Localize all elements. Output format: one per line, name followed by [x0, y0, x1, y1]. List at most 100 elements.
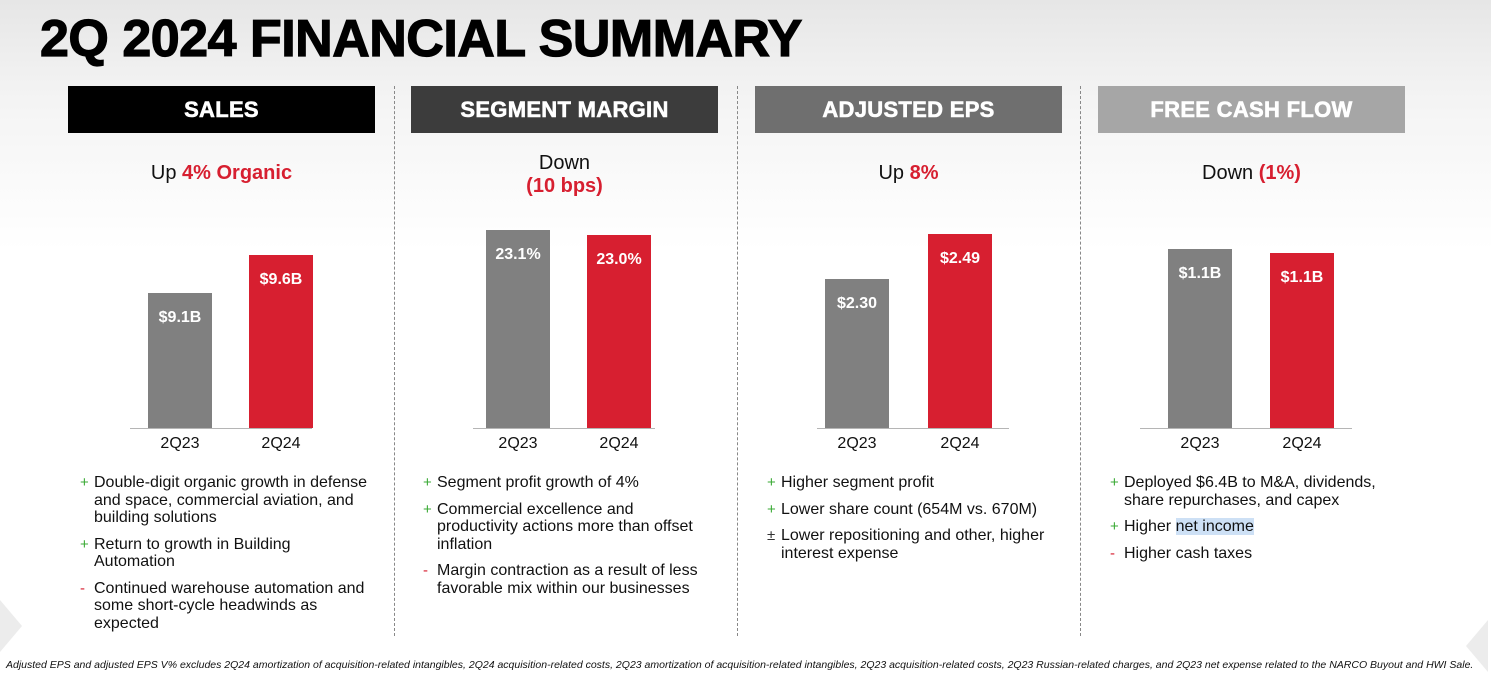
bar-value-label: 23.1%: [495, 246, 541, 263]
plus-icon: +: [767, 500, 776, 518]
page-title: 2Q 2024 FINANCIAL SUMMARY: [39, 9, 803, 68]
decorative-chevron: [1466, 620, 1488, 672]
x-tick-label: 2Q24: [1282, 435, 1322, 452]
sales-column: SALES Up 4% Organic $9.1B $9.6B 2Q23 2Q2…: [68, 86, 375, 638]
x-tick-label: 2Q24: [261, 435, 301, 452]
bullet-text: Lower share count (654M vs. 670M): [781, 500, 1038, 518]
plus-minus-icon: ±: [767, 527, 776, 544]
list-item: - Margin contraction as a result of less …: [423, 562, 715, 597]
column-divider: [737, 86, 738, 636]
headline-highlight: 8%: [909, 162, 939, 184]
list-item: + Double-digit organic growth in defense …: [80, 474, 372, 527]
list-item: + Segment profit growth of 4%: [423, 474, 715, 492]
headline-highlight: 4% Organic: [182, 162, 293, 184]
x-tick-label: 2Q24: [940, 435, 980, 452]
x-tick-label: 2Q24: [599, 435, 639, 452]
sales-headline: Up 4% Organic: [68, 162, 375, 185]
adjusted-eps-header: ADJUSTED EPS: [755, 86, 1062, 133]
list-item: - Higher cash taxes: [1110, 545, 1402, 563]
bar-2q23: $2.30: [825, 279, 889, 428]
plus-icon: +: [423, 500, 432, 518]
list-item: + Lower share count (654M vs. 670M): [767, 501, 1059, 519]
bullet-text: Commercial excellence and productivity a…: [437, 500, 693, 553]
bar-2q24: $2.49: [928, 234, 992, 428]
adjusted-eps-headline: Up 8%: [755, 162, 1062, 185]
chart-axis: [817, 428, 1009, 429]
segment-margin-column: SEGMENT MARGIN Down (10 bps) 23.1% 23.0%…: [411, 86, 718, 638]
bullet-text: Deployed $6.4B to M&A, dividends, share …: [1124, 474, 1376, 509]
chart-axis: [473, 428, 655, 429]
plus-icon: +: [1110, 474, 1119, 491]
bar-2q23: $1.1B: [1168, 249, 1232, 428]
bullet-text: Higher cash taxes: [1124, 544, 1253, 562]
column-divider: [394, 86, 395, 636]
bullet-text: Continued warehouse automation and some …: [94, 579, 365, 632]
list-item: + Deployed $6.4B to M&A, dividends, share…: [1110, 474, 1402, 509]
bar-2q23: $9.1B: [148, 293, 212, 428]
bar-value-label: 23.0%: [596, 251, 642, 268]
bar-2q24: 23.0%: [587, 235, 651, 428]
x-tick-label: 2Q23: [498, 435, 538, 452]
bullet-text: Higher: [1124, 518, 1176, 535]
bar-value-label: $2.49: [939, 250, 981, 267]
plus-icon: +: [80, 535, 89, 553]
bullet-text: Segment profit growth of 4%: [437, 474, 639, 491]
bar-2q24: $9.6B: [249, 255, 313, 428]
headline-prefix: Down: [1202, 162, 1259, 184]
headline-prefix: Up: [878, 162, 910, 184]
headline-highlight: (10 bps): [526, 175, 603, 197]
highlighted-text: net income: [1175, 518, 1254, 535]
sales-header: SALES: [68, 86, 375, 133]
plus-icon: +: [80, 474, 89, 491]
bar-2q23: 23.1%: [486, 230, 550, 428]
bullet-text: Lower repositioning and other, higher in…: [781, 527, 1045, 562]
plus-icon: +: [423, 474, 432, 491]
column-divider: [1080, 86, 1081, 636]
minus-icon: -: [423, 562, 428, 579]
x-tick-label: 2Q23: [837, 435, 877, 452]
bar-value-label: $2.30: [836, 295, 878, 312]
list-item: - Continued warehouse automation and some…: [80, 580, 372, 633]
segment-margin-headline: Down (10 bps): [411, 152, 718, 198]
bar-value-label: $9.1B: [158, 309, 202, 326]
adjusted-eps-header-label: ADJUSTED EPS: [822, 96, 995, 122]
adjusted-eps-column: ADJUSTED EPS Up 8% $2.30 $2.49 2Q23 2Q24…: [755, 86, 1062, 638]
segment-margin-header-label: SEGMENT MARGIN: [460, 96, 669, 122]
list-item: + Return to growth in Building Automation: [80, 536, 372, 571]
bar-value-label: $1.1B: [1280, 269, 1324, 286]
headline-highlight: (1%): [1258, 162, 1301, 184]
sales-header-label: SALES: [184, 96, 259, 122]
x-tick-label: 2Q23: [160, 435, 200, 452]
chart-axis: [130, 428, 312, 429]
decorative-chevron: [0, 600, 22, 652]
segment-margin-header: SEGMENT MARGIN: [411, 86, 718, 133]
bar-2q24: $1.1B: [1270, 253, 1334, 428]
bar-value-label: $9.6B: [259, 271, 303, 288]
headline-prefix: Up: [150, 162, 183, 184]
plus-icon: +: [1110, 518, 1119, 535]
minus-icon: -: [80, 579, 85, 597]
free-cash-flow-header: FREE CASH FLOW: [1098, 86, 1405, 133]
free-cash-flow-headline: Down (1%): [1098, 162, 1405, 185]
list-item: ± Lower repositioning and other, higher i…: [767, 527, 1059, 562]
sales-bullets: + Double-digit organic growth in defense …: [80, 474, 372, 641]
free-cash-flow-bullets: + Deployed $6.4B to M&A, dividends, share…: [1110, 474, 1402, 571]
adjusted-eps-bullets: + Higher segment profit + Lower share coun…: [767, 474, 1059, 571]
bar-value-label: $1.1B: [1178, 265, 1222, 282]
bullet-text: Margin contraction as a result of less f…: [437, 562, 698, 597]
list-item: + Higher segment profit: [767, 474, 1059, 492]
plus-icon: +: [767, 474, 776, 491]
free-cash-flow-column: FREE CASH FLOW Down (1%) $1.1B $1.1B 2Q2…: [1098, 86, 1405, 638]
minus-icon: -: [1110, 544, 1115, 562]
footnote: Adjusted EPS and adjusted EPS V% exclude…: [6, 659, 1474, 671]
x-tick-label: 2Q23: [1180, 435, 1220, 452]
bullet-text: Double-digit organic growth in defense a…: [94, 474, 368, 526]
bullet-text: Higher segment profit: [781, 474, 934, 491]
bullet-text: Return to growth in Building Automation: [94, 535, 291, 571]
segment-margin-bullets: + Segment profit growth of 4% + Commercial…: [423, 474, 715, 606]
free-cash-flow-header-label: FREE CASH FLOW: [1150, 96, 1353, 122]
headline-prefix: Down: [538, 152, 591, 174]
list-item: + Commercial excellence and productivity …: [423, 501, 715, 554]
list-item: + Higher net income: [1110, 518, 1402, 536]
chart-axis: [1140, 428, 1352, 429]
